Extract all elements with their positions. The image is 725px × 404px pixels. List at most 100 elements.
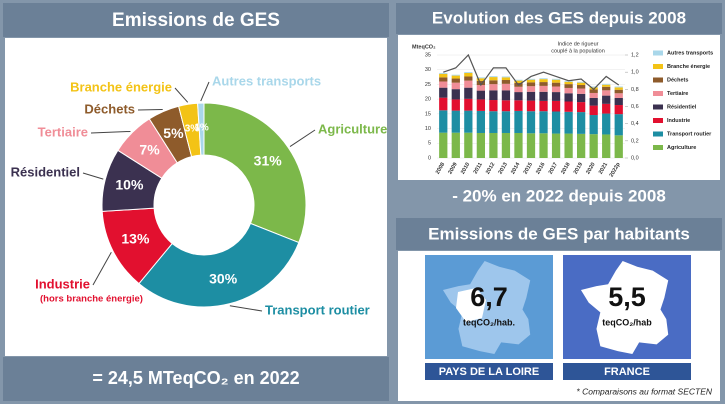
bar-segment [514,80,523,83]
bar-segment [576,133,586,158]
bar-segment [476,77,486,79]
bar-segment [526,78,536,80]
value-label: 3% [185,124,200,135]
bar-segment [476,85,486,91]
value-label: 5% [163,125,184,141]
bar-segment [551,82,561,87]
bar-segment [526,111,536,134]
category-label: Tertiaire [38,124,88,139]
bar-segment [439,77,448,82]
y-tick-label: 30 [425,67,431,73]
bar-segment [564,93,573,102]
bar-segment [576,81,586,83]
bar-segment [602,113,611,135]
bar-segment [451,82,460,90]
bar-segment [464,76,473,81]
bar-segment [514,92,523,101]
bar-segment [526,79,536,83]
bar-segment [589,115,598,135]
footnote: * Comparaisons au format SECTEN [576,386,712,396]
bar-segment [602,134,611,158]
x-tick-label: 2018 [560,162,571,176]
bar-segment [551,111,561,134]
bar-segment [464,80,473,88]
bar-segment [439,132,448,158]
bar-segment [501,80,511,84]
total-text: = 24,5 MTeqCO₂ en 2022 [92,368,299,388]
category-label: Transport routier [265,302,370,317]
bar-segment [539,82,548,86]
bar-segment [514,100,523,111]
y-tick-label: 15 [425,111,431,117]
bar-segment [539,111,548,134]
bar-segment [589,89,598,93]
bar-segment [489,84,498,91]
bar-segment [564,133,573,158]
bar-segment [489,111,498,133]
leader-line [174,87,189,103]
bar-segment [476,78,486,81]
bar-segment [564,101,573,112]
bar-segment [501,76,511,78]
bar-segment [464,72,473,77]
legend-swatch [653,104,663,110]
bar-segment [489,77,498,81]
y2-tick-label: 0,8 [631,87,639,93]
bar-segment [589,97,598,106]
value-label: 31% [254,152,283,168]
bar-segment [564,84,573,88]
category-label: Autres transports [212,73,321,88]
x-tick-label: 2008 [435,162,446,176]
x-tick-label: 2010 [460,162,471,176]
donut-slice [197,102,205,156]
x-tick-label: 2009 [447,162,458,176]
donut-slice [203,102,307,244]
bar-segment [602,84,611,87]
value-label: 13% [121,231,150,247]
legend-swatch [653,91,663,96]
bar-segment [514,132,523,158]
bar-segment [501,83,511,91]
bar-segment [539,78,548,80]
bar-segment [439,72,448,74]
panel-header [396,3,722,34]
bar-segment [576,112,586,134]
evolution-text: - 20% en 2022 depuis 2008 [452,186,666,205]
bar-segment [476,110,486,133]
bar-segment [589,105,598,116]
bar-segment [464,72,473,73]
bar-segment [451,89,460,100]
y2-tick-label: 1,2 [631,52,639,58]
legend-label: Agriculture [667,145,696,151]
legend-swatch [653,50,663,56]
bar-segment [551,86,561,93]
bar-segment [464,110,473,133]
bar-segment [501,77,511,81]
panel-title: Evolution des GES depuis 2008 [432,8,686,27]
region-label-box [563,363,691,380]
x-tick-label: 2021 [598,162,609,176]
bar-segment [589,87,598,90]
bar-segment [614,87,623,90]
bar-segment [526,100,536,112]
legend-swatch [653,118,663,123]
y-tick-label: 20 [425,97,431,103]
annotation: Indice de rigueur [558,41,599,47]
legend-label: Autres transports [667,50,713,56]
category-label: Agriculture [318,121,387,136]
bar-segment [476,99,486,111]
bar-segment [526,133,536,158]
bar-segment [614,97,623,106]
x-tick-label: 2012 [485,162,496,176]
legend-swatch [653,77,663,83]
bar-segment [439,73,448,78]
bar-segment [526,91,536,101]
bar-segment [589,134,598,158]
bar-segment [451,132,460,158]
bar-segment [602,103,611,114]
bar-segment [576,93,586,103]
bar-segment [551,100,561,112]
panel-title: Emissions de GES par habitants [428,224,690,243]
bar-segment [476,132,486,158]
bar-segment [589,92,598,98]
